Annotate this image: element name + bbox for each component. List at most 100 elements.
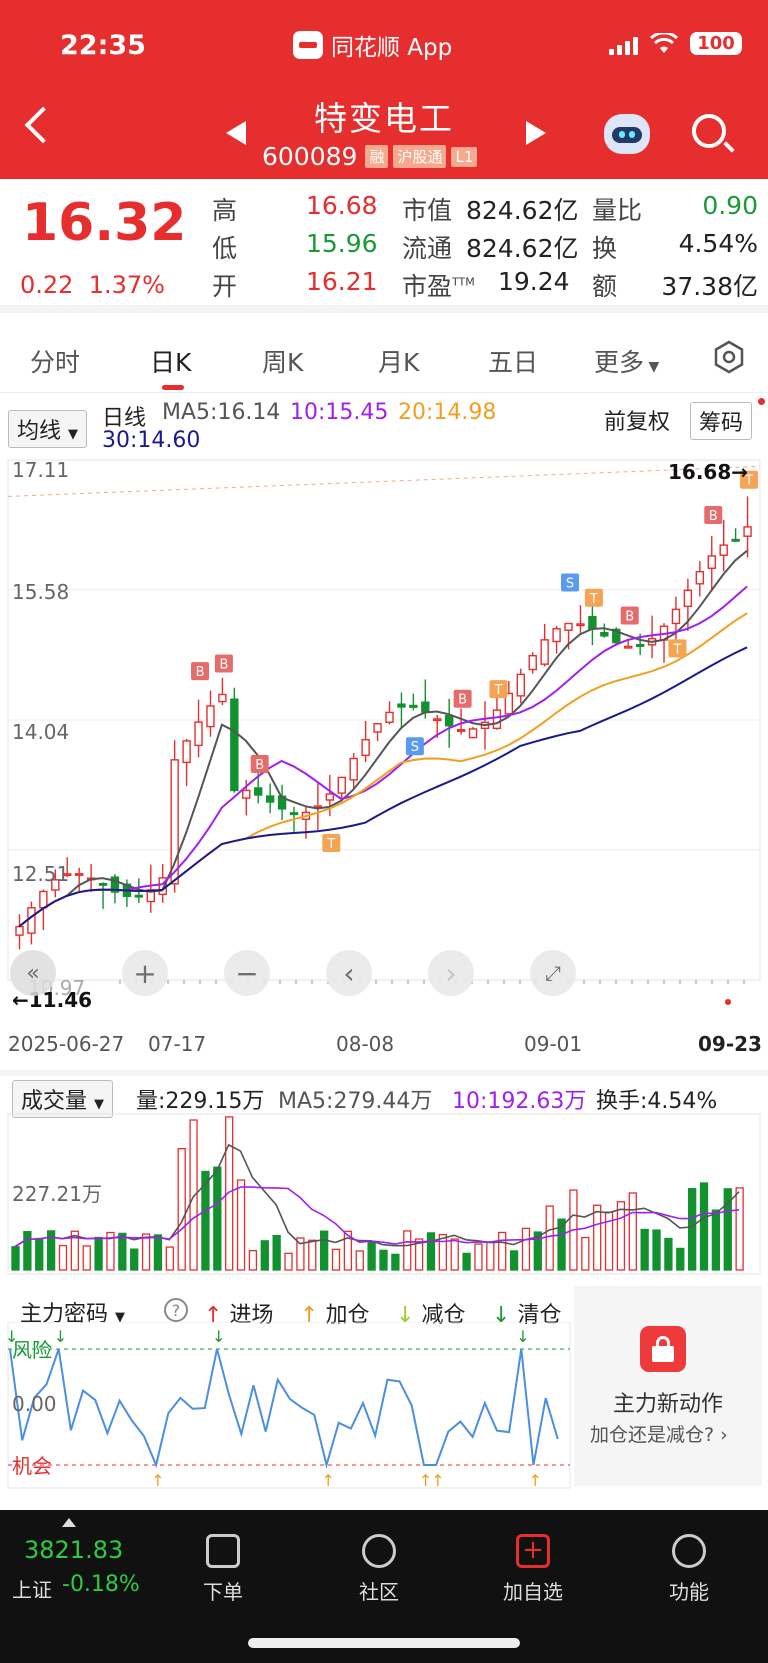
fullscreen-button[interactable]: ⤢ xyxy=(530,950,576,996)
zoom-out-button[interactable]: − xyxy=(224,950,270,996)
add-arrow-marker: ↑ xyxy=(419,1471,432,1490)
volume-bar xyxy=(248,1250,258,1271)
prev-stock-button[interactable] xyxy=(226,121,246,145)
tab-more[interactable]: 更多 ▼ xyxy=(594,348,660,377)
date-label-4: 09-01 xyxy=(524,1032,583,1056)
candle-body xyxy=(194,721,203,747)
candle-body xyxy=(444,714,454,727)
mcap-label: 市值 xyxy=(402,196,453,225)
index-value[interactable]: 3821.83 xyxy=(24,1536,124,1564)
candle-body xyxy=(74,873,84,876)
main-force-selector[interactable]: 主力密码 ▼ xyxy=(12,1294,134,1330)
candle-body xyxy=(39,890,48,909)
nav-functions[interactable]: 功能 xyxy=(644,1534,734,1605)
tab-five-day[interactable]: 五日 xyxy=(488,348,539,377)
home-indicator xyxy=(248,1638,520,1648)
signal-marker-label: B xyxy=(709,509,718,524)
open-value: 16.21 xyxy=(306,267,378,296)
volume-bar xyxy=(94,1236,103,1271)
chips-button[interactable]: 筹码 xyxy=(690,402,753,440)
candle-body xyxy=(409,704,418,708)
main-force-chart[interactable]: ↓ ↓↑↓↑ ↑↑↓↑ xyxy=(0,1322,572,1490)
signal-marker-label: S xyxy=(411,740,419,755)
signal-marker-label: B xyxy=(255,758,264,773)
adjust-mode[interactable]: 前复权 xyxy=(604,410,671,435)
ma10-value: 10:15.45 xyxy=(290,400,389,425)
promo-subtitle: 加仓还是减仓? › xyxy=(590,1424,728,1446)
y-tick-4: 12.51 xyxy=(12,862,70,886)
signal-marker-label: B xyxy=(196,665,205,680)
volume-bar xyxy=(343,1230,353,1271)
legend-add: ↑ 加仓 xyxy=(300,1303,370,1328)
candle-body xyxy=(325,793,335,801)
signal-marker-label: B xyxy=(458,693,467,708)
ma30-line xyxy=(18,646,748,928)
volume-bar xyxy=(46,1230,56,1271)
tab-intraday[interactable]: 分时 xyxy=(30,348,81,377)
menu-icon xyxy=(672,1534,706,1568)
scroll-left-button[interactable]: ‹ xyxy=(326,950,372,996)
signal-icon xyxy=(609,33,638,55)
tab-daily-k[interactable]: 日K xyxy=(150,348,192,377)
volume-bar xyxy=(545,1205,554,1271)
mcap-value: 824.62亿 xyxy=(466,196,579,225)
volume-selector[interactable]: 成交量 ▼ xyxy=(12,1080,114,1118)
candle-body xyxy=(683,589,693,608)
candle-body xyxy=(671,608,681,625)
collapse-left-button[interactable]: « xyxy=(10,950,56,996)
scroll-right-button[interactable]: › xyxy=(428,950,474,996)
nav-add-watchlist[interactable]: + 加自选 xyxy=(503,1534,563,1604)
candle-body xyxy=(600,632,609,637)
nav-order[interactable]: 下单 xyxy=(178,1534,268,1605)
battery-icon: 100 xyxy=(690,32,742,55)
volume-frame xyxy=(7,1113,761,1275)
candle-body xyxy=(504,692,514,715)
ma20-line xyxy=(18,612,748,928)
last-price: 16.32 xyxy=(22,193,187,253)
settings-hexagon-icon[interactable] xyxy=(712,340,746,374)
app-logo-icon xyxy=(293,31,323,59)
candle-body xyxy=(361,739,370,757)
ma10-line xyxy=(18,585,748,928)
tab-monthly-k[interactable]: 月K xyxy=(378,348,420,377)
nav-community[interactable]: 社区 xyxy=(334,1534,424,1605)
volume-chart[interactable] xyxy=(0,1112,768,1276)
volume-value: 量:229.15万 xyxy=(136,1089,265,1114)
date-label-3: 08-08 xyxy=(336,1032,395,1056)
volume-bar xyxy=(355,1250,364,1271)
tab-weekly-k[interactable]: 周K xyxy=(262,348,304,377)
volume-bar xyxy=(414,1238,424,1271)
signal-marker xyxy=(704,505,723,524)
candle-body xyxy=(695,570,705,585)
volume-bar xyxy=(367,1240,376,1271)
add-arrow-marker: ↑ xyxy=(322,1471,335,1490)
chance-label: 机会 xyxy=(12,1454,52,1478)
signal-marker xyxy=(620,606,639,625)
main-force-promo[interactable]: 主力新动作 加仓还是减仓? › xyxy=(574,1286,762,1486)
help-icon[interactable]: ? xyxy=(164,1298,188,1322)
expand-up-icon[interactable] xyxy=(62,1518,76,1527)
ma-selector[interactable]: 均线 ▼ xyxy=(8,410,88,448)
candle-body xyxy=(719,544,728,556)
add-arrow-marker: ↑ xyxy=(528,1471,541,1490)
candle-body xyxy=(51,879,60,891)
stock-code: 600089 xyxy=(262,142,358,171)
zoom-in-button[interactable]: + xyxy=(122,950,168,996)
candle-body xyxy=(564,622,573,631)
volume-bar xyxy=(82,1245,91,1271)
volume-ma5: MA5:279.44万 xyxy=(278,1089,433,1114)
next-stock-button[interactable] xyxy=(526,121,546,145)
candle-body xyxy=(421,701,430,713)
low-value: 15.96 xyxy=(306,229,378,258)
signal-marker xyxy=(489,680,508,699)
signal-marker xyxy=(584,588,603,607)
volume-bar xyxy=(711,1209,721,1271)
candle-body xyxy=(242,789,251,799)
search-icon[interactable] xyxy=(692,114,726,148)
signal-marker xyxy=(453,689,472,708)
assistant-robot-icon[interactable] xyxy=(604,114,650,154)
main-force-line xyxy=(9,1348,559,1469)
signal-marker xyxy=(405,737,424,756)
volume-bar xyxy=(201,1170,210,1271)
